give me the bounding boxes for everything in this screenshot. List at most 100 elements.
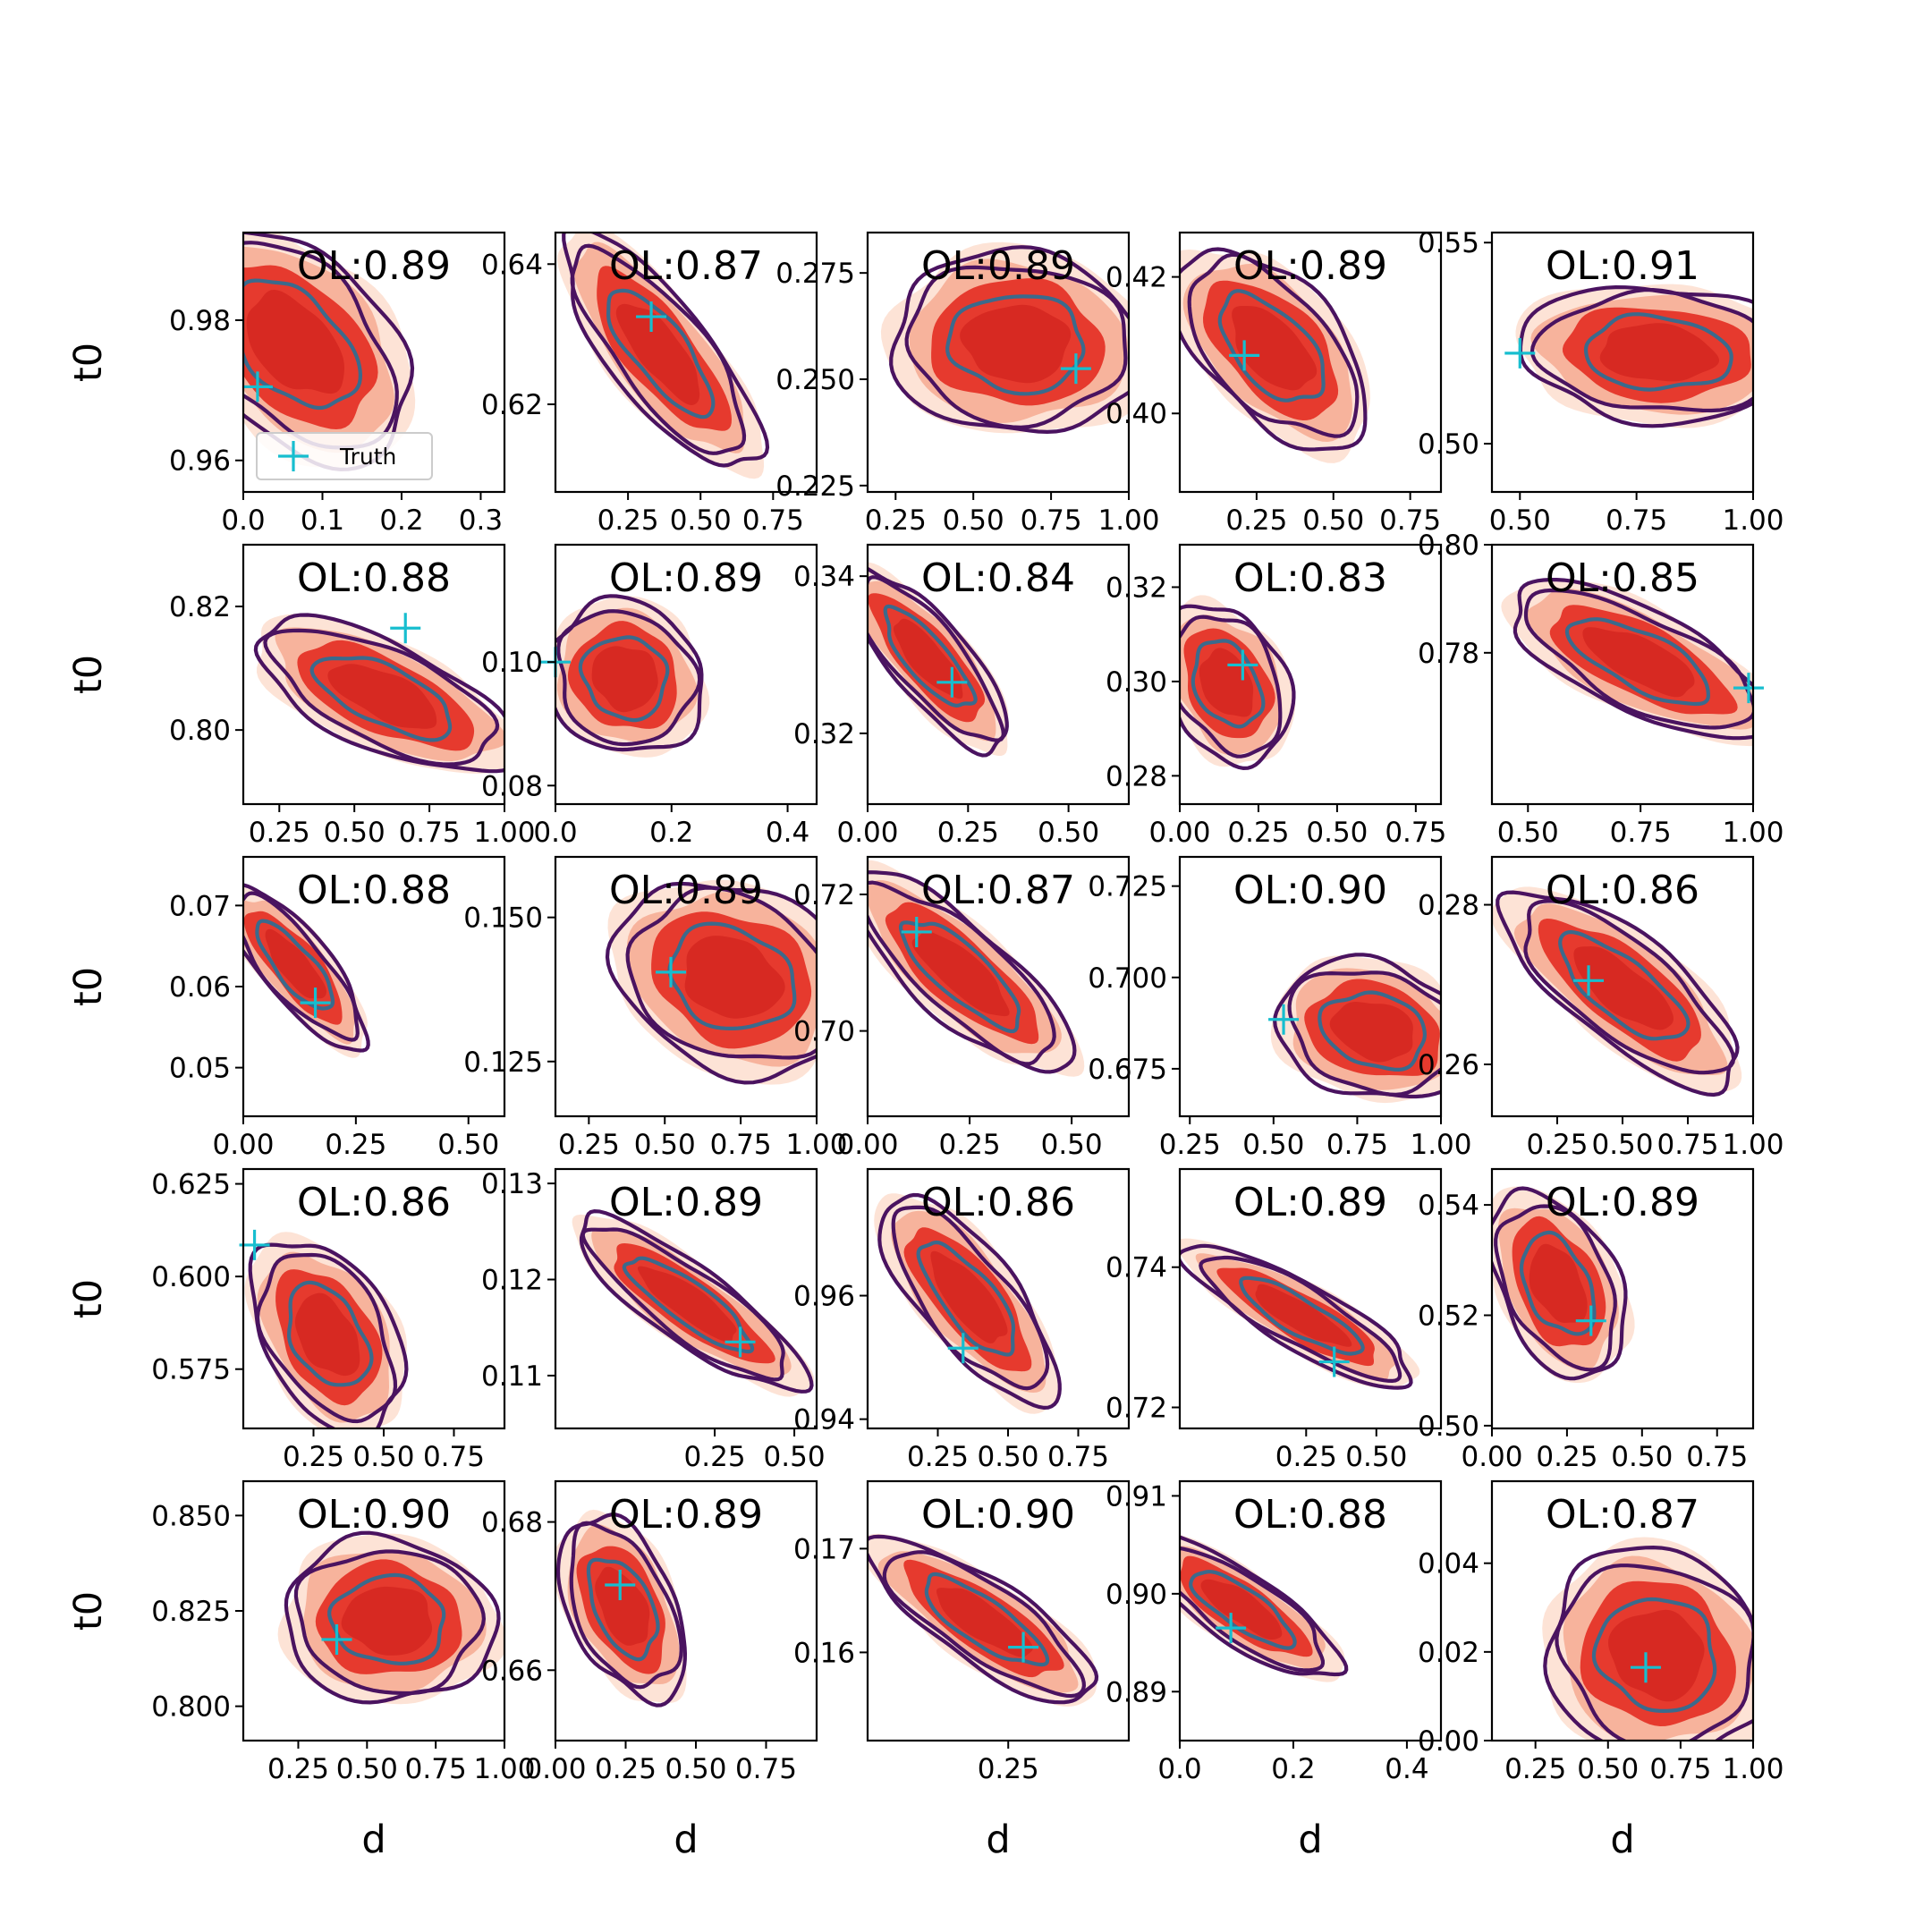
- panel-density: [868, 1533, 1099, 1707]
- x-tick-label: 0.50: [670, 504, 732, 537]
- x-tick-label: 0.4: [766, 817, 809, 849]
- x-tick-label: 0.75: [742, 504, 804, 537]
- x-tick-label: 0.25: [267, 1753, 329, 1785]
- overlap-label: OL:0.89: [609, 868, 763, 913]
- overlap-label: OL:0.89: [1233, 1180, 1387, 1225]
- density-contour: [904, 265, 1128, 429]
- density-contour: [1519, 1230, 1597, 1336]
- density-fill: [1608, 1609, 1705, 1702]
- axes-frame: [866, 855, 1131, 1118]
- axes-frame: [1178, 855, 1443, 1118]
- overlap-label: OL:0.83: [1233, 555, 1387, 601]
- y-tick-label: 0.80: [1418, 530, 1479, 562]
- density-fill: [246, 290, 344, 394]
- panel-3-4: 0.00 0.25 0.50 0.75 0.50 0.52 0.54 OL:0.89: [1418, 1167, 1755, 1473]
- y-tick-label: 0.00: [1418, 1725, 1479, 1758]
- x-tick-label: 0.25: [939, 1129, 1001, 1161]
- x-tick-label: 0.0: [533, 817, 577, 849]
- x-tick-label: 0.2: [1271, 1753, 1315, 1785]
- overlap-label: OL:0.89: [1546, 1180, 1699, 1225]
- x-tick-label: 0.25: [283, 1441, 344, 1473]
- density-contour: [1564, 617, 1711, 707]
- density-contour: [327, 1572, 446, 1665]
- y-tick-label: 0.12: [481, 1265, 543, 1297]
- x-axis-label: d: [1610, 1818, 1634, 1862]
- density-fill: [341, 1586, 433, 1656]
- panel-2-1: 0.25 0.50 0.75 1.00 0.125 0.150 OL:0.89: [463, 855, 848, 1161]
- x-tick-label: 0.75: [1385, 817, 1446, 849]
- overlap-label: OL:0.89: [609, 555, 763, 601]
- panel-density: [277, 1530, 504, 1705]
- legend-box: [256, 432, 433, 480]
- density-contour: [1180, 1546, 1325, 1673]
- overlap-label: OL:0.89: [297, 243, 451, 289]
- y-tick-label: 0.800: [151, 1691, 231, 1724]
- y-tick-label: 0.16: [793, 1637, 855, 1669]
- panel-1-4: 0.50 0.75 1.00 0.78 0.80 OL:0.85: [1418, 530, 1784, 849]
- panel-density: [868, 562, 1009, 758]
- density-contour: [248, 1242, 409, 1428]
- truth-marker: [901, 916, 932, 947]
- x-tick-label: 0.50: [1591, 1129, 1653, 1161]
- axes-frame: [1178, 1167, 1443, 1430]
- y-tick-label: 0.08: [481, 770, 543, 802]
- panel-density: [557, 233, 770, 479]
- truth-marker: [390, 613, 421, 644]
- overlap-label: OL:0.86: [1546, 868, 1699, 913]
- y-tick-label: 0.66: [481, 1655, 543, 1687]
- x-tick-label: 0.75: [710, 1129, 772, 1161]
- density-fill: [936, 1588, 1033, 1657]
- overlap-label: OL:0.84: [921, 555, 1075, 601]
- x-tick-label: 0.2: [379, 504, 423, 537]
- density-contour: [1523, 899, 1736, 1075]
- y-tick-label: 0.675: [1088, 1054, 1167, 1086]
- truth-marker: [1504, 337, 1536, 369]
- x-tick-label: 1.00: [1722, 504, 1784, 537]
- panel-density: [1542, 1537, 1753, 1741]
- truth-marker: [1229, 340, 1260, 371]
- density-fill: [893, 618, 963, 699]
- x-tick-label: 0.50: [1497, 817, 1559, 849]
- overlap-label: OL:0.87: [921, 868, 1075, 913]
- truth-marker: [1573, 965, 1605, 996]
- density-fill: [1573, 946, 1674, 1030]
- density-contour: [1239, 1275, 1365, 1356]
- density-fill: [930, 1250, 1008, 1343]
- panel-4-4: 0.25 0.50 0.75 1.00 0.00 0.02 0.04 OL:0.87 d: [1418, 1479, 1784, 1862]
- x-tick-label: 1.00: [1097, 504, 1159, 537]
- legend-truth-marker: [278, 441, 309, 471]
- axes-frame: [1490, 231, 1755, 494]
- truth-marker: [239, 1229, 270, 1260]
- panel-density: [243, 883, 370, 1058]
- density-contour: [1217, 289, 1326, 402]
- panel-1-3: 0.00 0.25 0.50 0.75 0.28 0.30 0.32 OL:0.83: [1106, 543, 1446, 849]
- density-contour: [569, 1521, 683, 1690]
- density-fill: [1582, 627, 1695, 698]
- panel-0-1: 0.25 0.50 0.75 0.62 0.64 OL:0.87: [481, 231, 818, 537]
- density-contour: [625, 886, 817, 1060]
- overlap-label: OL:0.88: [1233, 1492, 1387, 1538]
- x-tick-label: 0.50: [764, 1441, 826, 1473]
- x-tick-label: 0.50: [437, 1129, 499, 1161]
- y-tick-label: 0.50: [1418, 428, 1479, 461]
- panel-density: [1492, 886, 1742, 1097]
- x-tick-label: 0.00: [1461, 1441, 1522, 1473]
- density-contour: [555, 594, 704, 752]
- x-tick-label: 0.50: [336, 1753, 398, 1785]
- density-contour: [898, 920, 1021, 1034]
- density-contour: [1180, 614, 1283, 758]
- x-tick-label: 0.50: [977, 1441, 1038, 1473]
- panel-2-0: 0.00 0.25 0.50 0.05 0.06 0.07 OL:0.88 t0: [66, 855, 506, 1161]
- y-tick-label: 0.32: [1106, 572, 1167, 604]
- axes-frame: [1490, 543, 1755, 806]
- truth-marker: [300, 987, 331, 1019]
- overlap-label: OL:0.89: [921, 243, 1075, 289]
- y-tick-label: 0.54: [1418, 1190, 1479, 1222]
- density-fill: [960, 304, 1072, 384]
- x-tick-label: 0.4: [1385, 1753, 1428, 1785]
- x-tick-label: 0.0: [1157, 1753, 1201, 1785]
- panel-density: [880, 242, 1129, 435]
- y-tick-label: 0.600: [151, 1261, 231, 1293]
- density-fill: [1329, 1002, 1413, 1063]
- panel-density: [1180, 595, 1296, 771]
